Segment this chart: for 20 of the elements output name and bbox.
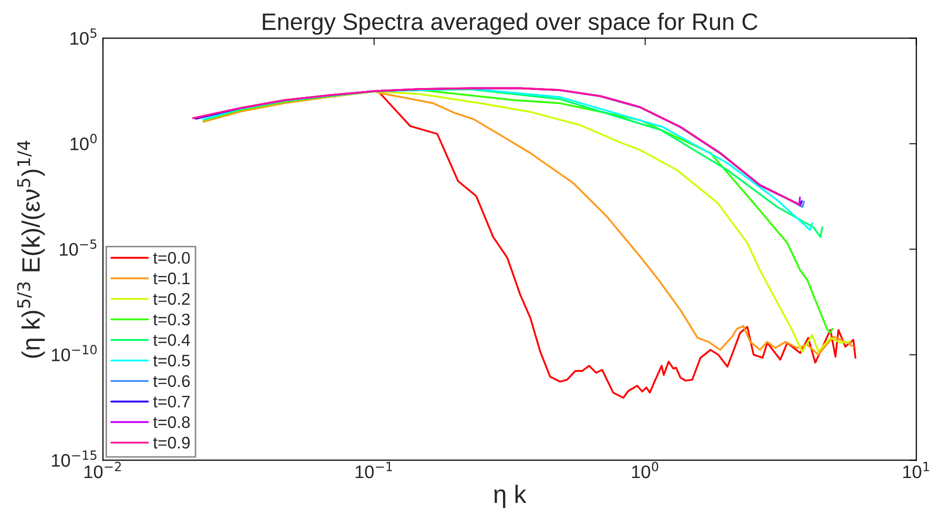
x-axis-title: η k [494,484,526,508]
legend-label: t=0.4 [153,334,190,346]
legend-label: t=0.3 [153,314,190,326]
chart-title: Energy Spectra averaged over space for Run C [262,12,758,35]
x-tick-label: 10$^{0}$ [632,462,658,478]
y-axis-title: (η k)$^{5/3}$ E(k)/(εν$^{5}$)$^{1/4}$ [17,140,45,358]
legend-label: t=0.7 [153,396,190,408]
legend-label: t=0.1 [153,272,190,284]
x-tick-label: 10$^{1}$ [903,462,930,478]
legend-label: t=0.8 [153,416,190,428]
legend-label: t=0.9 [153,436,190,449]
legend-label: t=0.2 [153,293,190,305]
x-tick-label: 10$^{−1}$ [356,462,392,478]
legend-label: t=0.5 [153,354,190,366]
y-tick-label: 10$^{−10}$ [52,344,97,362]
y-tick-label: 10$^{0}$ [70,134,97,150]
legend-label: t=0.6 [153,375,190,388]
legend-label: t=0.0 [153,252,190,264]
y-tick-label: 10$^{−5}$ [60,240,96,256]
y-tick-label: 10$^{5}$ [70,28,96,45]
